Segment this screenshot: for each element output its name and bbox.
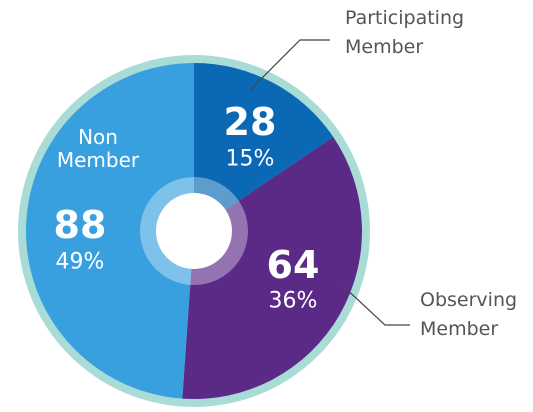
- value-label: 88: [53, 203, 107, 248]
- slice: [194, 63, 334, 231]
- slice: [25, 63, 194, 399]
- percent-label: 36%: [268, 288, 318, 314]
- category-label: Participating Member: [345, 7, 465, 58]
- leader-line: [341, 284, 410, 326]
- category-label: Non Member: [56, 125, 140, 172]
- hole: [156, 193, 232, 269]
- leader-line: [249, 39, 330, 91]
- value-label: 64: [266, 243, 320, 288]
- value-label: 28: [223, 100, 277, 145]
- percent-label: 15%: [225, 146, 275, 172]
- category-label: Observing Member: [420, 289, 518, 340]
- percent-label: 49%: [55, 249, 105, 275]
- slice: [182, 137, 363, 399]
